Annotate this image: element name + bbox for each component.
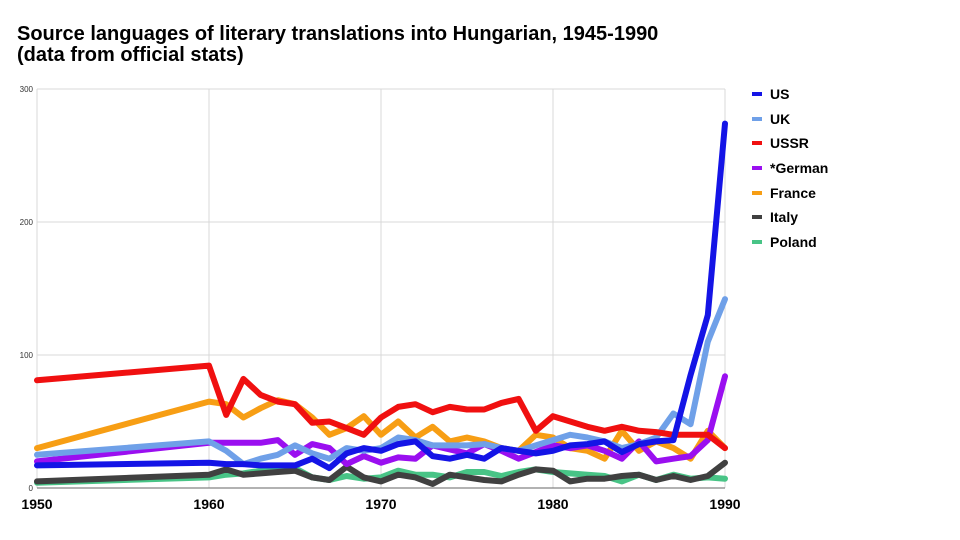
chart-subtitle: (data from official stats) xyxy=(17,44,244,66)
legend-swatch xyxy=(752,141,762,146)
y-tick-label: 300 xyxy=(20,85,34,94)
x-tick-label: 1980 xyxy=(537,496,568,512)
series-line-ussr xyxy=(34,362,728,452)
legend-swatch xyxy=(752,215,762,220)
legend-item: UK xyxy=(752,107,828,132)
legend-item: Italy xyxy=(752,205,828,230)
series-line-italy xyxy=(34,459,728,487)
legend-item: USSR xyxy=(752,131,828,156)
legend-swatch xyxy=(752,92,762,97)
series-lines xyxy=(34,120,728,487)
y-tick-label: 0 xyxy=(29,484,34,493)
x-axis-tick-labels: 1950 1960 1970 1980 1990 xyxy=(21,496,740,512)
x-tick-label: 1960 xyxy=(193,496,224,512)
y-axis-tick-labels: 0 100 200 300 xyxy=(20,85,34,493)
legend-item: *German xyxy=(752,156,828,181)
legend-label: US xyxy=(770,86,790,103)
legend-label: UK xyxy=(770,110,791,127)
legend-item: US xyxy=(752,82,828,107)
legend-item: France xyxy=(752,180,828,205)
x-tick-label: 1950 xyxy=(21,496,52,512)
legend-swatch xyxy=(752,239,762,244)
grid xyxy=(36,88,726,488)
y-tick-label: 100 xyxy=(20,351,34,360)
series-line-us xyxy=(34,120,728,472)
y-tick-label: 200 xyxy=(20,218,34,227)
legend: US UK USSR *German France Italy Poland xyxy=(752,82,828,254)
x-tick-label: 1990 xyxy=(709,496,740,512)
chart-title-main: Source languages of literary translation… xyxy=(17,23,659,45)
legend-label: Italy xyxy=(770,209,799,226)
legend-swatch xyxy=(752,166,762,171)
legend-swatch xyxy=(752,116,762,121)
chart-title: Source languages of literary translation… xyxy=(17,24,658,66)
legend-label: Poland xyxy=(770,233,817,250)
x-tick-label: 1970 xyxy=(365,496,396,512)
legend-label: *German xyxy=(770,160,829,177)
legend-label: France xyxy=(770,184,816,201)
legend-item: Poland xyxy=(752,230,828,255)
legend-swatch xyxy=(752,190,762,195)
legend-label: USSR xyxy=(770,135,809,152)
